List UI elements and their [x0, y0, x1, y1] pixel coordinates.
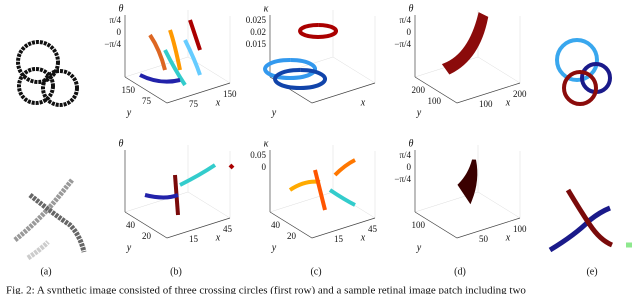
- floor-axes: [124, 211, 231, 239]
- y-tick-label: 150: [122, 85, 136, 95]
- y-tick-label: 200: [412, 85, 426, 95]
- surface: [139, 73, 181, 84]
- surface: [273, 68, 327, 90]
- y-label: y: [416, 242, 422, 253]
- z-tick-label: π/4: [399, 15, 411, 25]
- x-label: x: [215, 97, 221, 108]
- x-label: x: [360, 97, 366, 108]
- z-label: θ: [409, 3, 414, 14]
- z-tick-label: 0: [117, 27, 122, 37]
- subfigure-label: (b): [170, 266, 182, 277]
- x-tick-label: 75: [189, 99, 199, 109]
- floor-grid: [269, 56, 376, 104]
- surface: [288, 179, 321, 192]
- y-tick-label: 100: [428, 96, 442, 106]
- surface: [457, 159, 478, 205]
- y-label: y: [126, 242, 132, 253]
- x-tick-label: 45: [223, 224, 233, 234]
- floor-axes: [124, 76, 231, 104]
- z-label: θ: [119, 3, 124, 14]
- x-label: x: [360, 232, 366, 243]
- y-tick-label: 20: [142, 231, 152, 241]
- z-label: κ: [264, 138, 269, 149]
- z-tick-label: 0: [407, 162, 412, 172]
- x-label: x: [505, 97, 511, 108]
- z-tick-label: −π/4: [394, 39, 411, 49]
- z-tick-label: 0: [262, 162, 267, 172]
- z-tick-label: 0.05: [250, 150, 266, 160]
- surface: [298, 23, 338, 39]
- surface: [183, 39, 202, 76]
- z-tick-label: 0: [407, 27, 412, 37]
- result-vessels: [548, 188, 632, 253]
- caption: Fig. 2: A synthetic image consisted of t…: [6, 285, 526, 294]
- y-tick-label: 40: [271, 220, 281, 230]
- x-label: x: [505, 232, 511, 243]
- surface: [228, 163, 235, 170]
- z-label: θ: [409, 138, 414, 149]
- x-tick-label: 100: [513, 224, 527, 234]
- surface: [168, 29, 182, 71]
- surface: [328, 188, 356, 207]
- floor-axes: [269, 211, 376, 239]
- subfigure-label: (a): [40, 266, 51, 277]
- result-circles: [555, 38, 612, 106]
- surface: [179, 163, 217, 187]
- surface: [441, 12, 489, 75]
- surface: [148, 33, 167, 71]
- surface: [163, 49, 187, 87]
- y-label: y: [271, 242, 277, 253]
- x-tick-label: 50: [479, 234, 489, 244]
- floor-axes: [414, 211, 521, 239]
- x-tick-label: 100: [479, 99, 493, 109]
- y-label: y: [126, 107, 132, 118]
- y-label: y: [416, 107, 422, 118]
- z-tick-label: π/4: [109, 15, 121, 25]
- z-tick-label: 0.015: [246, 39, 267, 49]
- z-label: θ: [119, 138, 124, 149]
- x-tick-label: 200: [513, 89, 527, 99]
- floor-axes: [414, 76, 521, 104]
- z-label: κ: [264, 3, 269, 14]
- y-tick-label: 75: [142, 96, 152, 106]
- z-tick-label: π/4: [399, 150, 411, 160]
- surface: [188, 19, 202, 51]
- retinal-patch: [13, 178, 87, 261]
- y-tick-label: 40: [126, 220, 136, 230]
- synthetic-image: [16, 40, 79, 107]
- surface: [333, 158, 356, 177]
- z-tick-label: −π/4: [104, 39, 121, 49]
- y-tick-label: 100: [412, 220, 426, 230]
- subfigure-label: (e): [586, 266, 597, 277]
- subfigure-label: (c): [310, 266, 321, 277]
- y-label: y: [271, 107, 277, 118]
- x-label: x: [215, 232, 221, 243]
- z-tick-label: 0.025: [246, 15, 267, 25]
- x-tick-label: 150: [223, 89, 237, 99]
- surface: [144, 193, 179, 200]
- y-tick-label: 20: [287, 231, 297, 241]
- x-tick-label: 15: [189, 234, 199, 244]
- surface: [263, 58, 317, 80]
- surface: [313, 169, 327, 211]
- x-tick-label: 45: [368, 224, 378, 234]
- x-tick-label: 15: [334, 234, 344, 244]
- z-tick-label: −π/4: [394, 174, 411, 184]
- subfigure-label: (d): [454, 266, 466, 277]
- z-tick-label: 0.02: [250, 27, 266, 37]
